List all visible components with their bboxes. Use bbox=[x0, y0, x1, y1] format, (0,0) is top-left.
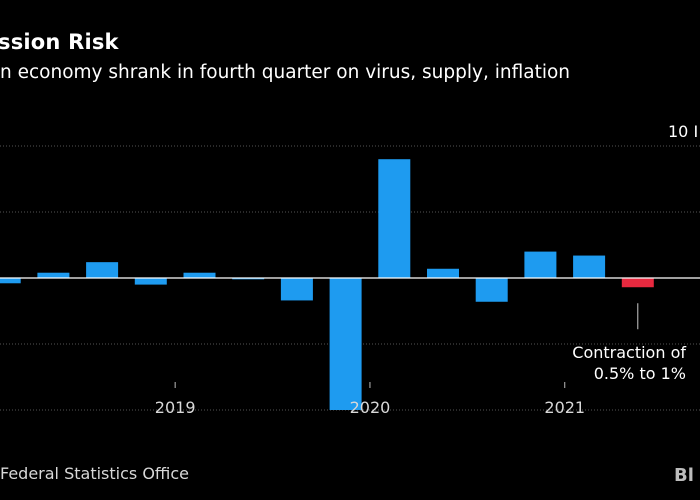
x-axis: 2019 2020 2021 bbox=[155, 382, 585, 417]
bar-2018-q3 bbox=[0, 278, 21, 284]
annotation-line-1: Contraction of bbox=[572, 343, 686, 362]
bar-2020-q4 bbox=[427, 268, 459, 278]
x-tick-label-2020: 2020 bbox=[350, 398, 391, 417]
bar-2021-q4 bbox=[621, 278, 654, 288]
annotation-line-2: 0.5% to 1% bbox=[594, 364, 686, 383]
chart-title: ssion Risk bbox=[0, 30, 119, 54]
bar-2021-q3 bbox=[573, 255, 606, 278]
chart-subtitle: n economy shrank in fourth quarter on vi… bbox=[0, 62, 571, 83]
y-tick-label-top: 10 I bbox=[668, 122, 698, 141]
bar-2019-q4 bbox=[232, 278, 265, 280]
bar-2020-q1 bbox=[280, 278, 313, 301]
bar-2020-q3 bbox=[378, 159, 411, 278]
bar-2019-q3 bbox=[183, 272, 216, 278]
bar-2019-q1 bbox=[86, 262, 119, 278]
x-tick-label-2021: 2021 bbox=[544, 398, 585, 417]
bars bbox=[0, 159, 654, 410]
bar-chart: 2019 2020 2021 10 I Contraction of 0.5% to… bbox=[0, 122, 700, 417]
source-note: Federal Statistics Office bbox=[0, 464, 190, 483]
bar-2020-q2 bbox=[329, 278, 362, 410]
bar-2019-q2 bbox=[134, 278, 167, 285]
brand-logo: Bl bbox=[674, 465, 694, 486]
bar-2021-q2 bbox=[524, 251, 557, 278]
x-tick-label-2019: 2019 bbox=[155, 398, 196, 417]
bar-2021-q1 bbox=[475, 278, 508, 302]
bar-2018-q4 bbox=[37, 272, 70, 278]
